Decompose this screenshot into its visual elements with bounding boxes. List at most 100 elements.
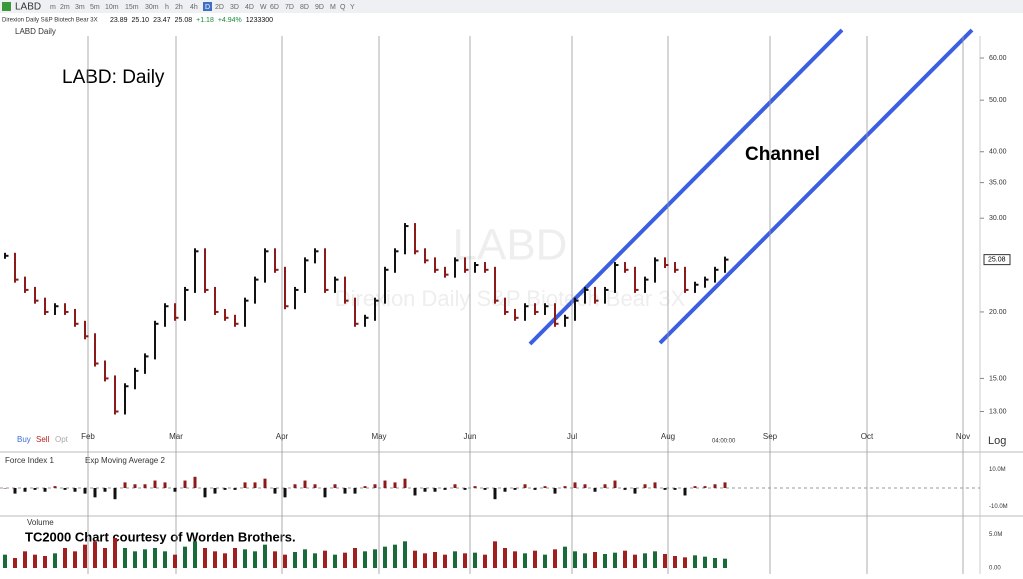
info-volume: 1233300 [246, 17, 273, 24]
price-bar [294, 286, 299, 310]
price-bar [574, 297, 579, 321]
volume-bar [183, 546, 187, 568]
timeframe[interactable]: 3D [230, 4, 239, 11]
volume-bar [643, 553, 647, 568]
symbol[interactable]: LABD [15, 2, 41, 13]
force-bar [723, 482, 727, 488]
volume-bar [613, 552, 617, 568]
force-bar [633, 488, 637, 494]
x-tick-label: Oct [861, 432, 874, 441]
price-bar [624, 262, 629, 273]
info-change_pct: +4.94% [218, 17, 242, 24]
timeframe[interactable]: 15m [125, 4, 139, 11]
force-bar [643, 484, 647, 488]
timeframe[interactable]: 9D [315, 4, 324, 11]
timeframe[interactable]: m [50, 4, 56, 11]
force-bar [373, 484, 377, 488]
price-bar [244, 297, 249, 327]
volume-bar [73, 551, 77, 568]
price-bar [384, 266, 389, 304]
y-tick-label: 35.00 [989, 179, 1007, 186]
price-bar [314, 248, 319, 264]
force-bar [313, 484, 317, 488]
volume-bar [343, 552, 347, 568]
volume-bar [333, 554, 337, 568]
volume-bar [103, 548, 107, 568]
timeframe[interactable]: 8D [300, 4, 309, 11]
volume-bar [563, 546, 567, 568]
trade-button[interactable]: Buy [17, 435, 31, 444]
force-bar [263, 478, 267, 488]
volume-bar [323, 550, 327, 568]
force-bar [523, 484, 527, 488]
volume-bar [543, 554, 547, 568]
force-bar [433, 488, 437, 492]
volume-bar [653, 551, 657, 568]
volume-bar [533, 550, 537, 568]
volume-bar [623, 550, 627, 568]
timeframe[interactable]: 6D [270, 4, 279, 11]
price-bar [324, 248, 329, 293]
timeframe[interactable]: h [165, 4, 169, 11]
volume-bar [153, 548, 157, 568]
force-bar [293, 484, 297, 488]
force-bar [553, 488, 557, 494]
timeframe[interactable]: 30m [145, 4, 159, 11]
timeframe[interactable]: W [260, 4, 267, 11]
toolbar [0, 0, 1023, 13]
timeframe[interactable]: 3m [75, 4, 85, 11]
timeframe[interactable]: 2h [175, 4, 183, 11]
volume-bar [693, 555, 697, 568]
timeframe[interactable]: 4D [245, 4, 254, 11]
timeframe[interactable]: 10m [105, 4, 119, 11]
price-bar [234, 314, 239, 327]
force-bar [183, 480, 187, 488]
timeframe[interactable]: Q [340, 4, 346, 11]
annotation: TC2000 Chart courtesy of Worden Brothers… [25, 529, 296, 544]
timeframe[interactable]: 2m [60, 4, 70, 11]
price-bar [144, 353, 149, 374]
y-tick-label: 50.00 [989, 97, 1007, 104]
force-bar [173, 488, 177, 492]
price-bar [94, 333, 99, 367]
scale-label[interactable]: Log [988, 435, 1006, 447]
price-bar [504, 297, 509, 315]
force-bar [143, 484, 147, 488]
price-bar [184, 286, 189, 321]
timeframe[interactable]: M [330, 4, 336, 11]
volume-bar [283, 554, 287, 568]
volume-bar [273, 551, 277, 568]
x-tick-label: Mar [169, 432, 183, 441]
volume-bar [293, 552, 297, 568]
price-bar [274, 248, 279, 273]
trade-button[interactable]: Sell [36, 435, 50, 444]
timeframe[interactable]: Y [350, 4, 355, 11]
price-bar [34, 286, 39, 304]
timeframe[interactable]: 4h [190, 4, 198, 11]
volume-bar [483, 554, 487, 568]
force-bar [543, 486, 547, 488]
price-bar [634, 266, 639, 293]
force-bar [303, 480, 307, 488]
timeframe[interactable]: 5m [90, 4, 100, 11]
price-bar [594, 286, 599, 304]
timeframe[interactable]: 7D [285, 4, 294, 11]
y-tick-label: 15.00 [989, 375, 1007, 382]
x-tick-label: Jun [464, 432, 477, 441]
force-bar [593, 488, 597, 492]
volume-bar [173, 554, 177, 568]
timeframe[interactable]: D [205, 4, 210, 11]
volume-bar [253, 551, 257, 568]
info-change: +1.18 [196, 17, 214, 24]
force-bar [483, 488, 487, 490]
timeframe[interactable]: 2D [215, 4, 224, 11]
watermark: LABD [453, 221, 568, 270]
x-tick-label: Jul [567, 432, 577, 441]
force-bar [243, 482, 247, 488]
price-bar [664, 257, 669, 269]
force-bar [363, 486, 367, 488]
x-tick-label: Nov [956, 432, 970, 441]
force-bar [453, 484, 457, 488]
trade-button[interactable]: Opt [55, 435, 69, 444]
